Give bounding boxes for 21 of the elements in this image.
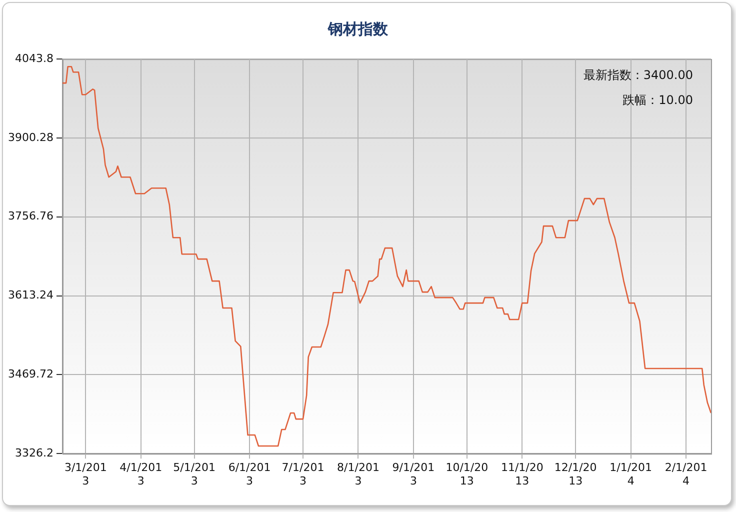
x-tick-label: 3/1/2013: [64, 461, 107, 488]
x-tick-label: 8/1/2013: [337, 461, 380, 488]
y-tick-label: 3900.28: [8, 130, 54, 144]
annotation: 跌幅：10.00: [622, 93, 693, 108]
x-tick-label: 9/1/2013: [392, 461, 435, 488]
x-tick-label: 12/1/2013: [554, 461, 597, 488]
x-tick-label: 2/1/2014: [664, 461, 708, 488]
x-tick-label: 5/1/2013: [173, 461, 216, 488]
y-tick-label: 3613.24: [8, 288, 54, 302]
y-tick-label: 3326.2: [14, 446, 54, 460]
x-tick-label: 10/1/2013: [446, 461, 488, 488]
x-tick-label: 1/1/2014: [610, 461, 652, 488]
x-tick-label: 4/1/2013: [120, 461, 162, 488]
y-tick-label: 3469.72: [8, 368, 54, 381]
x-tick-label: 7/1/2013: [282, 461, 324, 488]
y-tick-label: 4043.8: [14, 52, 54, 65]
y-tick-label: 3756.76: [8, 210, 54, 223]
x-tick-label: 11/1/2013: [500, 461, 544, 488]
annotation: 最新指数：3400.00: [583, 68, 693, 82]
chart-title: 钢材指数: [327, 20, 389, 38]
x-tick-label: 6/1/2013: [228, 461, 271, 488]
